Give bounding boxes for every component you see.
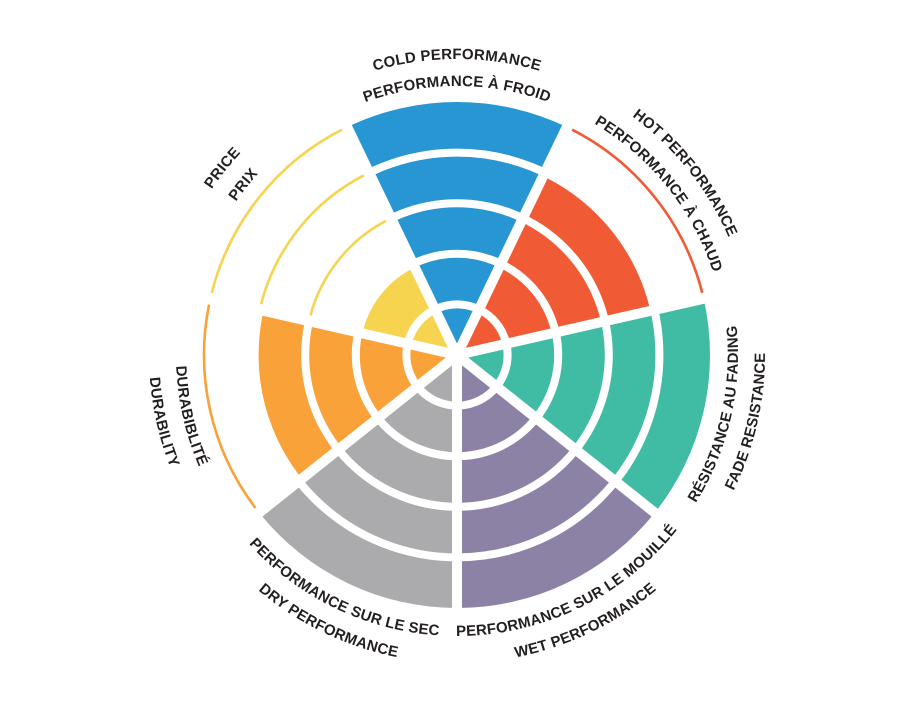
label-price-fr: PRIX bbox=[225, 165, 261, 204]
segment-separator bbox=[455, 291, 715, 360]
level-outline-arc-price bbox=[210, 128, 343, 294]
segment-cold bbox=[347, 101, 567, 355]
segment-fade bbox=[457, 298, 711, 513]
segment-separator bbox=[199, 291, 459, 360]
segment-separator bbox=[453, 351, 666, 523]
segment-separator bbox=[338, 115, 462, 358]
segment-wet bbox=[457, 355, 655, 608]
level-outline-arc-hot bbox=[571, 128, 704, 294]
segment-separator bbox=[452, 115, 576, 358]
level-outline-arc-price bbox=[259, 174, 365, 305]
label-cold-en: COLD PERFORMANCE bbox=[371, 46, 543, 75]
label-cold-fr: PERFORMANCE À FROID bbox=[361, 73, 553, 106]
level-outline-arc-durability bbox=[202, 304, 257, 509]
segment-dry bbox=[259, 355, 457, 608]
segment-separator bbox=[248, 351, 461, 523]
level-outline-arc-price bbox=[309, 219, 387, 316]
